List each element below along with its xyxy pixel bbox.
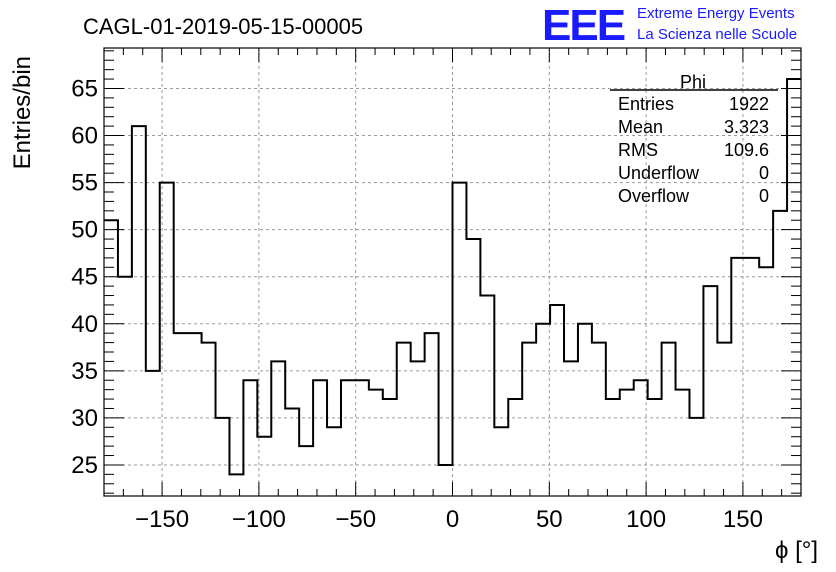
stats-row-value: 3.323 [724, 117, 769, 137]
x-tick-label: −50 [335, 506, 376, 533]
y-tick-label: 35 [71, 358, 98, 385]
y-tick-label: 40 [71, 311, 98, 338]
x-tick-label: 150 [723, 506, 763, 533]
eee-logo-line2: La Scienza nelle Scuole [637, 26, 797, 43]
x-axis-label: ϕ [°] [775, 537, 818, 564]
x-tick-label: 100 [626, 506, 666, 533]
x-tick-label: −150 [135, 506, 189, 533]
y-tick-label: 60 [71, 123, 98, 150]
x-tick-label: −100 [232, 506, 286, 533]
histogram-series [104, 78, 801, 476]
y-tick-label: 30 [71, 405, 98, 432]
stats-title: Phi [680, 72, 706, 92]
eee-logo: EEE Extreme Energy Events La Scienza nel… [542, 1, 797, 50]
stats-row-label: Overflow [618, 186, 690, 206]
stats-row-value: 1922 [729, 94, 769, 114]
stats-rows: Entries 1922 Mean 3.323 RMS 109.6 Underflow 0 Ov… [618, 94, 769, 206]
stats-row-value: 109.6 [724, 140, 769, 160]
stats-row-value: 0 [759, 163, 769, 183]
x-tick-label: 50 [536, 506, 563, 533]
eee-logo-mark: EEE [542, 1, 625, 50]
chart-title: CAGL-01-2019-05-15-00005 [83, 14, 363, 39]
y-tick-label: 65 [71, 75, 98, 102]
stats-row-label: Mean [618, 117, 663, 137]
x-tick-labels: −150 −100 −50 0 50 100 150 [135, 506, 763, 533]
axis-ticks [104, 48, 801, 496]
stats-row-label: Underflow [618, 163, 700, 183]
eee-logo-line1: Extreme Energy Events [637, 5, 795, 22]
stats-row-label: RMS [618, 140, 658, 160]
stats-row-value: 0 [759, 186, 769, 206]
stats-box: Phi Entries 1922 Mean 3.323 RMS 109.6 Underflo… [610, 72, 778, 206]
stats-row-label: Entries [618, 94, 674, 114]
y-tick-label: 55 [71, 170, 98, 197]
y-tick-label: 25 [71, 452, 98, 479]
y-tick-label: 45 [71, 264, 98, 291]
x-tick-label: 0 [446, 506, 459, 533]
y-tick-labels: 25 30 35 40 45 50 55 60 65 [71, 75, 98, 478]
y-axis-label: Entries/bin [9, 56, 36, 169]
y-tick-label: 50 [71, 217, 98, 244]
